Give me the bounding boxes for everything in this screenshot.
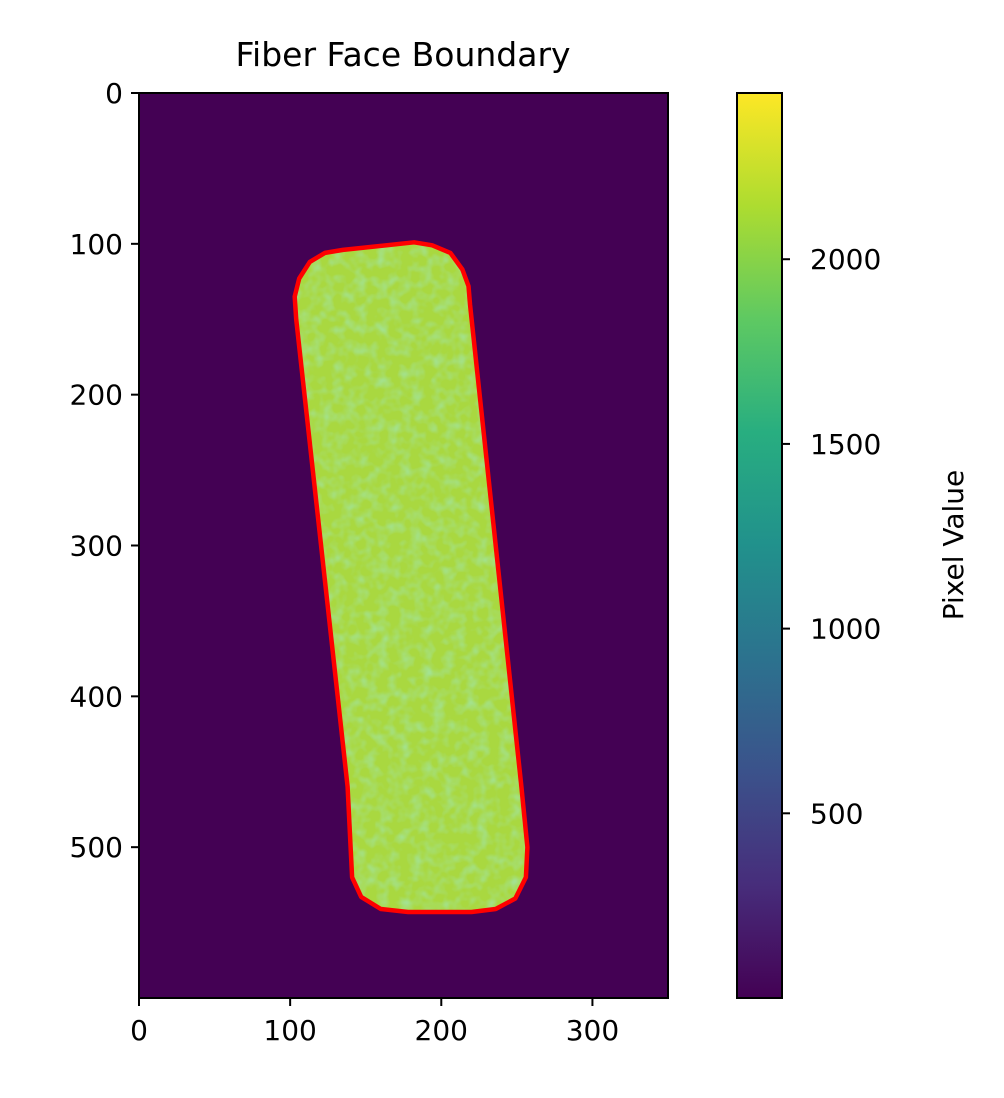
y-tick-label: 300: [70, 530, 123, 563]
plot-area: [139, 93, 668, 998]
colorbar-tick-label: 1000: [810, 613, 881, 646]
colorbar: [736, 92, 783, 999]
fiber-face-texture: [294, 242, 528, 913]
y-tick-label: 400: [70, 680, 123, 713]
x-tick-label: 200: [415, 1014, 468, 1047]
colorbar-tick-label: 500: [810, 797, 863, 830]
x-axis: 0 100 200 300: [130, 998, 619, 1047]
x-tick-label: 300: [566, 1014, 619, 1047]
y-tick-label: 100: [70, 228, 123, 261]
y-tick-label: 200: [70, 379, 123, 412]
colorbar-tick-label: 2000: [810, 243, 881, 276]
y-tick-label: 0: [105, 77, 123, 110]
colorbar-tick-label: 1500: [810, 428, 881, 461]
colorbar-axis: 500 1000 1500 2000: [782, 243, 881, 830]
colorbar-label: Pixel Value: [937, 470, 970, 621]
y-tick-label: 500: [70, 831, 123, 864]
y-axis: 0 100 200 300 400 500: [70, 77, 139, 864]
fiber-boundary-line: [292, 240, 530, 915]
x-tick-label: 0: [130, 1014, 148, 1047]
x-tick-label: 100: [263, 1014, 316, 1047]
chart-title: Fiber Face Boundary: [235, 35, 570, 74]
